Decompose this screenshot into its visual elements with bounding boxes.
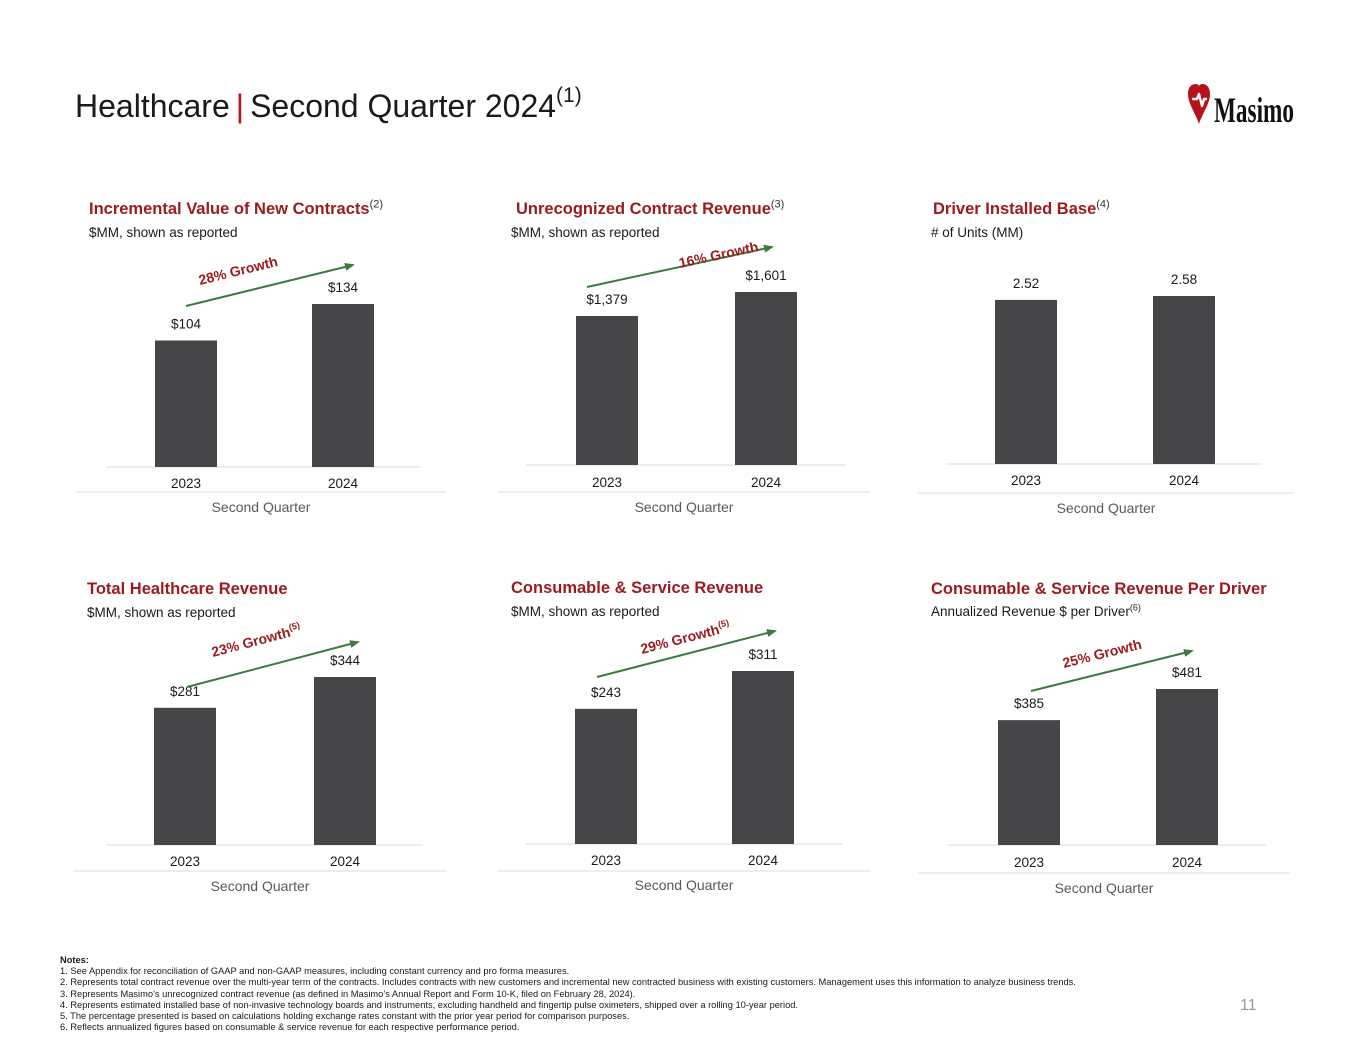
panel-title: Consumable & Service Revenue: [511, 579, 764, 597]
data-label-2024: $1,601: [745, 268, 786, 283]
x-tick-label: 2024: [748, 853, 779, 868]
bar-chart: $243 2023 $311 2024 Second Quarter 29% Growth…: [498, 617, 870, 893]
data-label-2023: $243: [591, 685, 621, 700]
panel-subtitle: Annualized Revenue $ per Driver(6): [931, 602, 1141, 619]
notes-heading: Notes:: [60, 955, 89, 965]
x-tick-label: 2024: [1172, 855, 1203, 870]
panel-subtitle: $MM, shown as reported: [511, 225, 660, 240]
growth-label: 28% Growth: [197, 253, 279, 288]
growth-arrow: [1030, 649, 1194, 692]
logo-wordmark: Masimo: [1214, 90, 1294, 128]
title-separator: |: [235, 88, 245, 124]
x-axis-label: Second Quarter: [1055, 880, 1154, 896]
note-item: 6. Reflects annualized figures based on …: [60, 1022, 520, 1033]
panel-total-healthcare-revenue: Total Healthcare Revenue $MM, shown as r…: [70, 570, 500, 915]
bar-2024: [735, 292, 797, 465]
page-title-right: Second Quarter 2024: [250, 88, 557, 124]
bar-chart: $104 2023 $134 2024 Second Quarter 28% Growth: [76, 253, 446, 515]
growth-note: (5): [717, 617, 730, 629]
panel-title: Consumable & Service Revenue Per Driver: [931, 580, 1267, 598]
panel-title: Driver Installed Base(4): [933, 198, 1110, 218]
x-tick-label: 2024: [1169, 473, 1200, 488]
bar-2023: [576, 315, 638, 465]
x-axis-label: Second Quarter: [1057, 500, 1156, 516]
panel-subtitle: # of Units (MM): [931, 225, 1024, 240]
x-axis-label: Second Quarter: [211, 878, 310, 894]
panel-title: Incremental Value of New Contracts(2): [89, 198, 384, 218]
panel-title: Total Healthcare Revenue: [87, 580, 288, 598]
x-axis-label: Second Quarter: [212, 499, 311, 515]
panel-title: Unrecognized Contract Revenue(3): [516, 198, 785, 218]
panel-consumable-service-revenue: Consumable & Service Revenue $MM, shown …: [490, 570, 920, 915]
page-title-left: Healthcare: [75, 88, 230, 124]
masimo-logo: Masimo: [1188, 84, 1294, 128]
panel-subtitle: $MM, shown as reported: [87, 605, 236, 620]
page-title-note: (1): [556, 84, 582, 108]
bar-chart: 2.52 2023 2.58 2024 Second Quarter: [918, 272, 1294, 516]
growth-arrow: [586, 244, 774, 288]
bar-2024: [312, 304, 374, 467]
x-tick-label: 2023: [1014, 855, 1044, 870]
growth-label: 23% Growth(5): [209, 620, 302, 660]
page-number: 11: [1240, 997, 1257, 1014]
page-title: Healthcare | Second Quarter 2024(1): [75, 85, 582, 125]
panel-revenue-per-driver: Consumable & Service Revenue Per Driver …: [910, 570, 1340, 915]
data-label-2023: $1,379: [586, 292, 627, 307]
x-tick-label: 2023: [171, 476, 201, 491]
growth-arrow: [596, 629, 777, 678]
bar-2023: [995, 299, 1057, 464]
bar-2024: [1156, 689, 1218, 845]
bar-chart: $1,379 2023 $1,601 2024 Second Quarter 16% Gr…: [498, 238, 870, 515]
bar-2023: [998, 720, 1060, 845]
x-tick-label: 2024: [751, 475, 782, 490]
bar-chart: $281 2023 $344 2024 Second Quarter 23% Growth…: [74, 620, 446, 894]
x-tick-label: 2024: [330, 854, 361, 869]
growth-arrow: [186, 640, 360, 688]
panel-subtitle: $MM, shown as reported: [89, 225, 238, 240]
note-item: 5. The percentage presented is based on …: [60, 1011, 630, 1022]
masimo-heart-icon: [1188, 84, 1210, 124]
panel-unrecognized-revenue: Unrecognized Contract Revenue(3) $MM, sh…: [490, 190, 920, 535]
note-item: 4. Represents estimated installed base o…: [60, 999, 798, 1010]
bar-2023: [154, 707, 216, 845]
data-label-2024: 2.58: [1171, 272, 1197, 287]
x-tick-label: 2024: [328, 476, 359, 491]
footnotes: Notes: 1. See Appendix for reconciliatio…: [60, 955, 1076, 1033]
bar-2024: [1153, 296, 1215, 464]
data-label-2024: $134: [328, 280, 359, 295]
panel-subtitle: $MM, shown as reported: [511, 604, 660, 619]
bar-2023: [575, 708, 637, 844]
growth-label: 16% Growth: [677, 238, 759, 271]
data-label-2024: $311: [748, 647, 777, 662]
bar-2024: [314, 677, 376, 845]
data-label-2023: $281: [170, 684, 200, 699]
panel-driver-installed-base: Driver Installed Base(4) # of Units (MM)…: [910, 190, 1340, 535]
x-tick-label: 2023: [591, 853, 621, 868]
growth-arrow: [185, 263, 355, 307]
bar-2024: [732, 671, 794, 844]
note-item: 2. Represents total contract revenue ove…: [60, 977, 1076, 988]
bar-2023: [155, 340, 217, 467]
data-label-2024: $481: [1172, 665, 1202, 680]
growth-note: (5): [288, 620, 301, 632]
x-tick-label: 2023: [170, 854, 200, 869]
x-axis-label: Second Quarter: [635, 499, 734, 515]
data-label-2023: $385: [1014, 696, 1044, 711]
panel-incremental-value: Incremental Value of New Contracts(2) $M…: [70, 190, 500, 535]
x-axis-label: Second Quarter: [635, 877, 734, 893]
x-tick-label: 2023: [592, 475, 622, 490]
x-tick-label: 2023: [1011, 473, 1041, 488]
growth-label: 29% Growth(5): [638, 617, 731, 656]
data-label-2023: $104: [171, 316, 202, 331]
note-item: 1. See Appendix for reconciliation of GA…: [60, 966, 570, 977]
data-label-2024: $344: [330, 653, 361, 668]
note-item: 3. Represents Masimo’s unrecognized cont…: [60, 988, 636, 999]
data-label-2023: 2.52: [1013, 276, 1039, 291]
